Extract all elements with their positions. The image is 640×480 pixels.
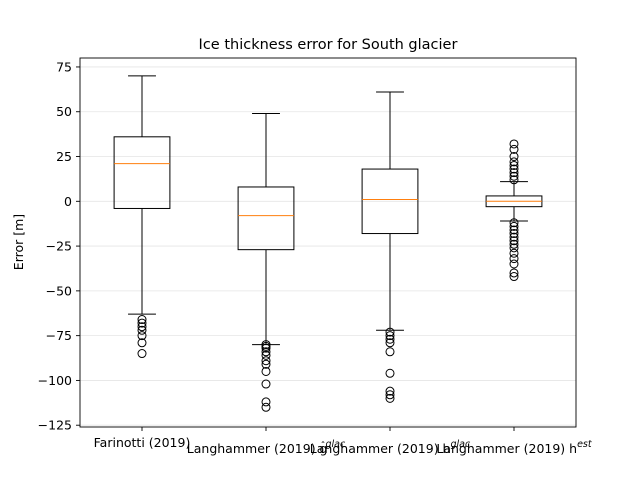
box-4 [485,139,543,282]
y-tick-label: 0 [64,194,72,209]
x-tick-label-superscript: est [577,439,593,450]
outlier-point [509,225,519,235]
outlier-point [137,331,147,341]
x-tick-label-base: Langhammer (2019) h [310,441,451,456]
outlier-point [509,160,519,170]
y-gridlines [80,66,576,426]
outlier-point [509,254,519,264]
y-tick-label: −100 [38,373,72,388]
outlier-point [137,318,147,328]
outlier-point [509,157,519,167]
iqr-box [361,168,419,235]
outlier-point [509,259,519,269]
y-axis-label: Error [m] [11,214,26,270]
outlier-point [509,144,519,154]
outlier-point [385,347,395,357]
y-tick-label: −125 [38,418,72,433]
outlier-point [261,366,271,376]
outlier-point [509,221,519,231]
outlier-point [509,175,519,185]
y-tick-label: −25 [46,239,72,254]
outlier-point [137,349,147,359]
y-tick-label: 25 [56,149,72,164]
y-tick-label: −50 [46,283,72,298]
outlier-point [261,397,271,407]
y-tick-label: 50 [56,104,72,119]
outlier-point [509,232,519,242]
box-1 [113,75,171,359]
outlier-point [385,331,395,341]
outlier-point [137,338,147,348]
plot-area-frame [79,57,577,428]
outlier-point [509,268,519,278]
outlier-point [385,393,395,403]
outlier-point [509,229,519,239]
outlier-point [137,315,147,325]
outlier-point [509,139,519,149]
x-tick-label: Langhammer (2019) hest [436,439,592,456]
x-tick-label-base: Langhammer (2019) h [436,441,577,456]
box-3 [361,91,419,403]
outlier-point [509,218,519,228]
outlier-point [385,386,395,396]
box-2 [237,113,295,412]
outlier-point [261,343,271,353]
y-tick-label: −75 [46,328,72,343]
chart-title: Ice thickness error for South glacier [199,37,458,53]
iqr-box [237,186,295,251]
outlier-point [261,347,271,357]
outlier-point [385,368,395,378]
outlier-point [509,236,519,246]
outlier-point [385,334,395,344]
outlier-point [509,168,519,178]
outlier-point [385,327,395,337]
x-tick-label: Langhammer (2019) hglac [310,439,471,456]
box-series [113,75,543,412]
x-tick-label-superscript: glac [450,439,470,450]
outlier-point [261,359,271,369]
outlier-point [385,338,395,348]
outlier-point [137,322,147,332]
iqr-box [113,136,171,209]
x-tick-label-base: Langhammer (2019) g [187,441,328,456]
outlier-point [261,356,271,366]
outlier-point [509,243,519,253]
outlier-point [261,402,271,412]
x-tick-label: Langhammer (2019) ĝglac [187,439,346,456]
outlier-point [509,272,519,282]
x-axis-ticks: Farinotti (2019)Langhammer (2019) ĝglac… [94,427,593,456]
y-axis-ticks: 75 50 25 0 −25 −50 −75 −100 −125 [38,59,80,433]
outlier-point [261,350,271,360]
outlier-point [261,379,271,389]
outlier-point [509,248,519,258]
outlier-point [509,239,519,249]
outlier-point [509,152,519,162]
x-tick-label-superscript: glac [325,439,345,450]
outlier-point [137,325,147,335]
x-tick-label: Farinotti (2019) [94,435,191,450]
y-tick-label: 75 [56,59,72,74]
outlier-point [509,164,519,174]
outlier-point [385,390,395,400]
x-tick-label-base: Farinotti (2019) [94,435,191,450]
outlier-point [509,171,519,181]
